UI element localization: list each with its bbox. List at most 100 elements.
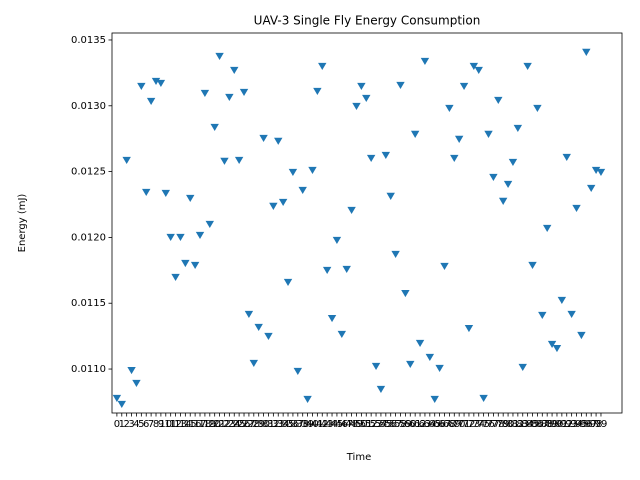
x-tick-label: 67 — [438, 419, 451, 430]
marker — [220, 157, 229, 165]
y-tick-label: 0.0125 — [71, 167, 106, 178]
x-tick-label: 79 — [497, 419, 510, 430]
x-tick-label: 49 — [350, 419, 363, 430]
x-tick-label: 55 — [379, 419, 392, 430]
marker — [127, 366, 136, 375]
marker — [410, 130, 420, 138]
marker — [313, 87, 322, 96]
x-tick-label: 45 — [331, 419, 344, 430]
marker — [151, 77, 161, 86]
plot-frame — [111, 32, 623, 414]
marker — [146, 97, 156, 106]
x-tick-label: 43 — [321, 419, 334, 430]
marker — [459, 82, 469, 91]
marker — [528, 261, 537, 270]
x-tick-label: 56 — [384, 419, 397, 430]
marker — [112, 394, 122, 402]
marker — [406, 360, 415, 369]
x-tick-label: 72 — [463, 419, 476, 430]
x-tick-label: 92 — [560, 419, 573, 430]
x-tick-label: 88 — [541, 419, 554, 430]
x-tick-label: 23 — [223, 419, 236, 430]
x-axis-label: Time — [346, 452, 371, 463]
x-tick-label: 0 — [114, 419, 120, 430]
marker — [557, 296, 567, 305]
x-tick-label: 20 — [208, 419, 221, 430]
x-tick-label: 85 — [526, 419, 539, 430]
x-tick-label: 53 — [370, 419, 383, 430]
marker — [425, 353, 435, 362]
marker — [117, 400, 126, 409]
marker — [259, 134, 268, 143]
marker — [542, 224, 552, 233]
marker — [396, 81, 405, 89]
x-tick-label: 84 — [521, 419, 534, 430]
marker — [308, 166, 317, 175]
marker — [347, 206, 356, 215]
x-tick-label: 52 — [365, 419, 378, 430]
marker — [376, 385, 386, 394]
x-tick-label: 42 — [316, 419, 329, 430]
x-tick-label: 51 — [360, 419, 373, 430]
marker — [381, 151, 391, 160]
x-tick-label: 46 — [335, 419, 348, 430]
x-tick-label: 14 — [179, 419, 192, 430]
x-tick-label: 36 — [287, 419, 300, 430]
marker — [596, 168, 606, 176]
x-tick-label: 26 — [238, 419, 251, 430]
marker — [298, 186, 307, 195]
marker — [533, 104, 542, 113]
marker — [386, 192, 395, 200]
x-tick-label: 7 — [148, 419, 154, 430]
marker — [244, 310, 254, 319]
y-tick-label: 0.0135 — [71, 35, 106, 46]
x-tick-label: 62 — [414, 419, 427, 430]
x-tick-label: 35 — [282, 419, 295, 430]
x-tick-label: 12 — [169, 419, 182, 430]
marker — [269, 202, 278, 210]
marker — [391, 250, 400, 258]
x-tick-label: 33 — [272, 419, 285, 430]
marker — [591, 166, 601, 175]
x-tick-label: 3 — [128, 419, 134, 430]
x-tick-label: 2 — [123, 419, 129, 430]
marker — [176, 233, 185, 242]
marker — [195, 231, 205, 240]
x-tick-label: 10 — [159, 419, 172, 430]
x-tick-label: 18 — [199, 419, 212, 430]
marker — [577, 331, 586, 340]
marker — [352, 102, 361, 111]
x-tick-label: 83 — [516, 419, 529, 430]
marker — [210, 123, 219, 131]
x-tick-label: 31 — [262, 419, 275, 430]
x-tick-label: 5 — [138, 419, 144, 430]
y-tick-label: 0.0110 — [71, 364, 106, 375]
marker — [479, 394, 488, 402]
marker — [401, 289, 410, 298]
marker — [538, 311, 547, 320]
x-tick-label: 4 — [133, 419, 139, 430]
marker — [484, 130, 493, 138]
x-tick-label: 76 — [482, 419, 495, 430]
marker — [293, 367, 303, 376]
marker — [278, 198, 288, 206]
x-tick-label: 57 — [389, 419, 402, 430]
marker — [415, 339, 425, 347]
marker — [362, 94, 371, 103]
marker — [166, 233, 175, 242]
x-tick-label: 86 — [531, 419, 544, 430]
y-tick-label: 0.0130 — [71, 101, 106, 112]
marker — [318, 62, 327, 71]
y-tick-label: 0.0115 — [71, 298, 106, 309]
marker — [567, 310, 576, 319]
x-tick-label: 27 — [243, 419, 256, 430]
x-tick-label: 58 — [394, 419, 407, 430]
x-tick-label: 48 — [345, 419, 358, 430]
x-tick-label: 11 — [164, 419, 177, 430]
marker — [205, 220, 214, 228]
x-tick-label: 6 — [143, 419, 149, 430]
x-tick-label: 65 — [428, 419, 441, 430]
marker — [371, 362, 381, 371]
x-tick-label: 90 — [551, 419, 564, 430]
chart-title: UAV-3 Single Fly Energy Consumption — [254, 14, 481, 28]
